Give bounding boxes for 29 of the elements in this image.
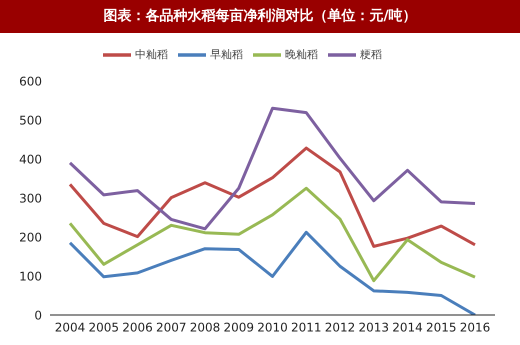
x-tick-label: 2007 <box>156 320 187 335</box>
x-tick-label: 2004 <box>54 320 86 335</box>
y-tick-label: 100 <box>19 269 42 284</box>
x-tick-label: 2016 <box>460 320 490 335</box>
x-tick-label: 2012 <box>324 320 356 335</box>
line-series <box>68 146 476 248</box>
y-tick-label: 0 <box>34 308 42 322</box>
x-tick-label: 2013 <box>358 320 390 335</box>
x-tick-label: 2014 <box>392 320 423 335</box>
y-tick-label: 400 <box>19 152 42 166</box>
legend-label: 早籼稻 <box>210 48 243 62</box>
x-tick-label: 2009 <box>223 320 254 335</box>
x-tick-label: 2015 <box>426 320 457 335</box>
y-tick-label: 300 <box>19 191 42 206</box>
x-tick-label: 2005 <box>88 320 120 335</box>
line-series <box>68 186 476 282</box>
line-series <box>68 230 476 315</box>
x-tick-label: 2011 <box>290 320 322 335</box>
legend-label: 中籼稻 <box>135 48 168 62</box>
x-tick-label: 2006 <box>122 320 153 335</box>
x-tick-label: 2010 <box>257 320 288 335</box>
line-series <box>68 106 476 230</box>
chart-title: 图表：各品种水稻每亩净利润对比（单位：元/吨） <box>0 0 520 33</box>
legend-label: 粳稻 <box>360 48 382 62</box>
x-tick-label: 2008 <box>190 320 220 335</box>
y-tick-label: 600 <box>19 74 42 88</box>
y-tick-label: 500 <box>19 113 42 128</box>
legend-label: 晚籼稻 <box>285 48 318 62</box>
y-tick-label: 200 <box>19 230 42 244</box>
